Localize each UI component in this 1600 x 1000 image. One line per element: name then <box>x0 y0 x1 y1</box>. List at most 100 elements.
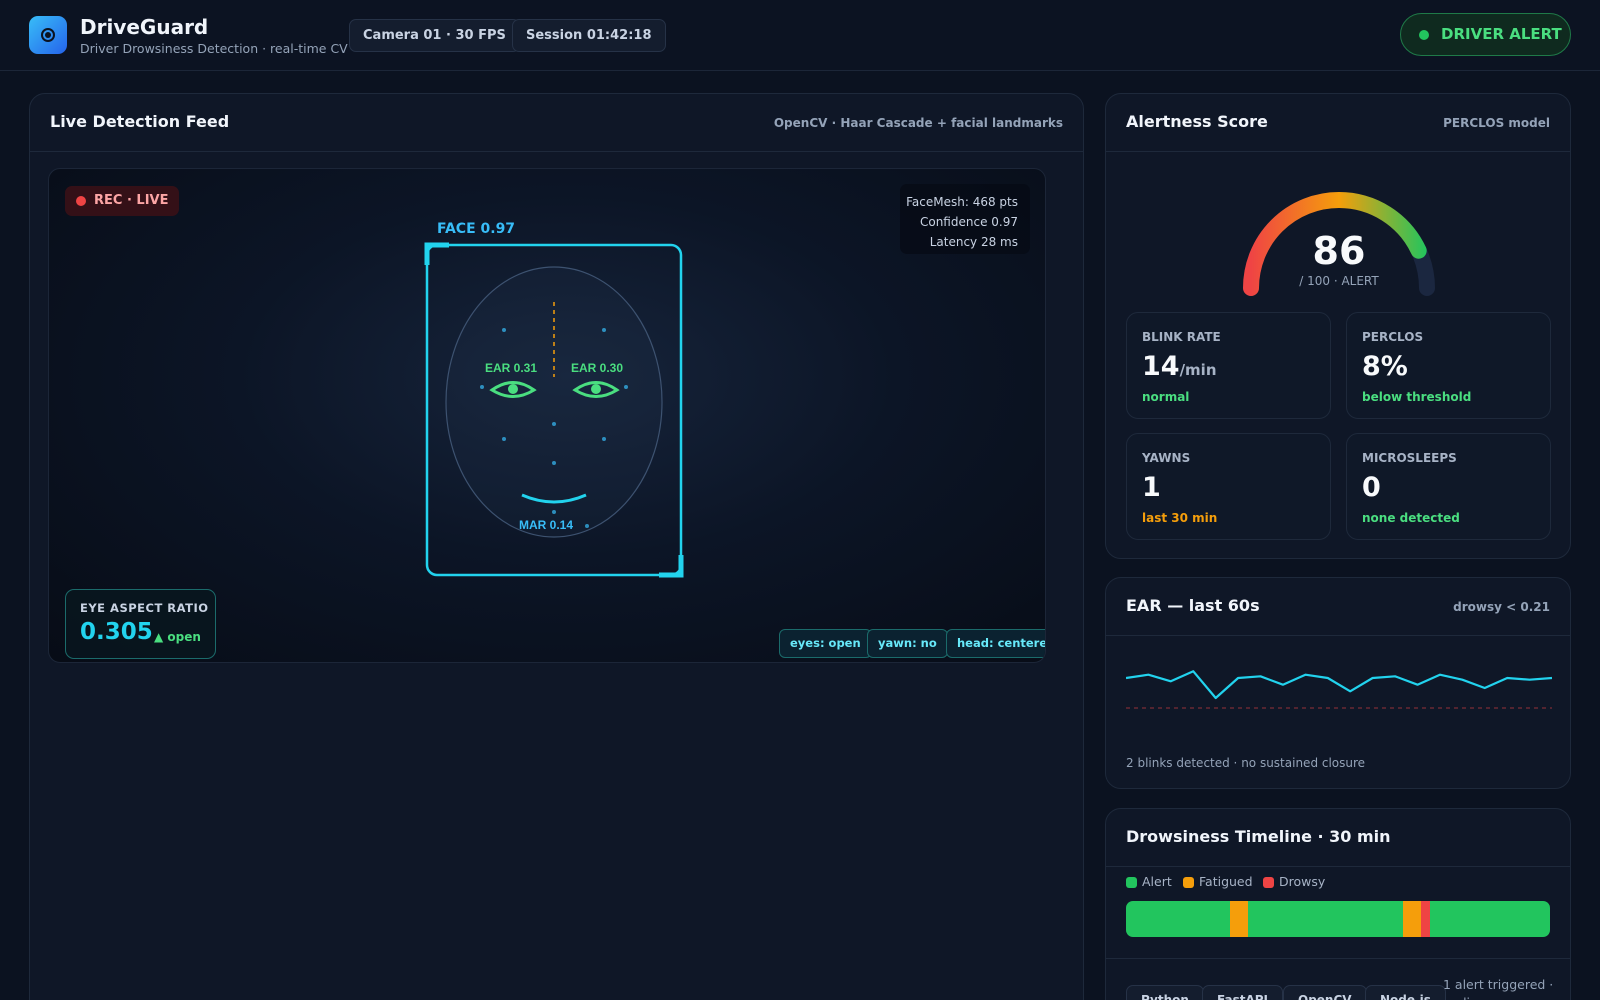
stat-card-perclos: PERCLOS 8% below threshold <box>1346 312 1551 419</box>
stat-number: 0 <box>1362 472 1381 503</box>
live-feed-panel: Live Detection Feed OpenCV · Haar Cascad… <box>29 93 1084 1000</box>
alertness-gauge <box>1243 192 1435 296</box>
face-mesh-outline <box>445 266 663 538</box>
alertness-meta: PERCLOS model <box>1443 116 1550 130</box>
ear-card-label: EYE ASPECT RATIO <box>80 601 209 615</box>
session-chip[interactable]: Session 01:42:18 <box>512 19 666 52</box>
app-header: DriveGuard Driver Drowsiness Detection ·… <box>0 0 1600 71</box>
timeline-alert-note: 1 alert triggered · audio <box>1443 977 1554 1000</box>
ear-chart-header: EAR — last 60s drowsy < 0.21 <box>1106 578 1570 636</box>
stat-value: 8% <box>1362 351 1408 382</box>
rec-live-badge: REC · LIVE <box>65 186 180 216</box>
timeline-panel: Drowsiness Timeline · 30 min Alert Fatig… <box>1105 808 1571 1000</box>
status-dot-icon <box>1419 30 1429 40</box>
facemesh-info: FaceMesh: 468 pts Confidence 0.97 Latenc… <box>900 184 1030 254</box>
tag-yawn[interactable]: yawn: no <box>867 629 948 658</box>
facemesh-latency: Latency 28 ms <box>929 235 1018 249</box>
stat-note: last 30 min <box>1142 511 1218 525</box>
stat-label: PERCLOS <box>1362 330 1424 344</box>
legend-swatch <box>1263 877 1274 888</box>
left-pupil <box>508 384 518 394</box>
stat-number: 1 <box>1142 472 1161 503</box>
face-bounding-box <box>425 243 683 577</box>
timeline-segment-fatigued[interactable] <box>1229 901 1248 937</box>
drowsiness-timeline-bar[interactable] <box>1126 901 1550 937</box>
tag-head[interactable]: head: centered <box>946 629 1045 658</box>
legend-label: Alert <box>1142 874 1172 889</box>
right-eye-ear-label: EAR 0.30 <box>571 361 623 375</box>
timeline-title: Drowsiness Timeline · 30 min <box>1126 827 1391 846</box>
legend-label: Drowsy <box>1279 874 1326 889</box>
legend-swatch <box>1183 877 1194 888</box>
bbox-corner-bottom-right <box>659 555 684 578</box>
eye-aspect-ratio-card: EYE ASPECT RATIO 0.305 ▲ open <box>65 589 216 659</box>
timeline-divider <box>1106 958 1570 959</box>
stat-card-yawns: YAWNS 1 last 30 min <box>1126 433 1331 540</box>
app-subtitle: Driver Drowsiness Detection · real-time … <box>80 41 348 56</box>
rec-live-label: REC · LIVE <box>94 193 169 208</box>
facemesh-confidence: Confidence 0.97 <box>919 215 1018 229</box>
feed-panel-header: Live Detection Feed OpenCV · Haar Cascad… <box>30 94 1083 152</box>
stat-number: 8% <box>1362 351 1408 382</box>
stat-label: MICROSLEEPS <box>1362 451 1457 465</box>
legend-fatigued: Fatigued <box>1183 874 1253 889</box>
mouth-mar-label: MAR 0.14 <box>519 518 573 532</box>
stat-note: none detected <box>1362 511 1460 525</box>
ear-chart-panel: EAR — last 60s drowsy < 0.21 2 blinks de… <box>1105 577 1571 789</box>
ear-card-trend: ▲ open <box>154 630 201 644</box>
ear-card-value: 0.305 <box>80 619 153 645</box>
legend-drowsy: Drowsy <box>1263 874 1325 889</box>
landmark-points <box>480 328 628 528</box>
timeline-segment-fatigued[interactable] <box>1402 901 1421 937</box>
ear-line-chart <box>1126 670 1552 709</box>
alertness-score-sub: / 100 · ALERT <box>1299 274 1379 288</box>
left-eye-ear-label: EAR 0.31 <box>485 361 537 375</box>
feed-title: Live Detection Feed <box>50 112 230 131</box>
tech-button-fastapi[interactable]: FastAPI <box>1202 985 1284 1000</box>
left-eye-icon <box>489 381 537 398</box>
mouth-icon <box>521 493 587 504</box>
driver-status-pill[interactable]: DRIVER ALERT <box>1400 13 1571 56</box>
timeline-segment-drowsy[interactable] <box>1420 901 1430 937</box>
app-title: DriveGuard <box>80 15 209 39</box>
camera-chip[interactable]: Camera 01 · 30 FPS <box>349 19 520 52</box>
face-detection-label: FACE 0.97 <box>437 221 516 237</box>
facemesh-points: FaceMesh: 468 pts <box>906 195 1018 209</box>
face-overlay: EAR 0.31 EAR 0.30 MAR 0.14 <box>424 242 684 578</box>
ear-series-line <box>1126 670 1552 700</box>
timeline-header: Drowsiness Timeline · 30 min <box>1106 809 1570 867</box>
legend-swatch <box>1126 877 1137 888</box>
camera-lens-icon <box>41 28 55 42</box>
stat-note: below threshold <box>1362 390 1472 404</box>
record-dot-icon <box>76 196 86 206</box>
stat-unit: /min <box>1179 361 1217 379</box>
alertness-panel-header: Alertness Score PERCLOS model <box>1106 94 1570 152</box>
right-eye-icon <box>572 381 620 398</box>
stat-value: 14/min <box>1142 351 1217 382</box>
gauge-fill <box>1243 192 1435 296</box>
tag-eyes[interactable]: eyes: open <box>779 629 872 658</box>
feed-meta: OpenCV · Haar Cascade + facial landmarks <box>773 116 1063 130</box>
right-pupil <box>591 384 601 394</box>
stat-number: 14 <box>1142 351 1180 382</box>
stat-value: 0 <box>1362 472 1381 503</box>
alertness-score-value: 86 <box>1312 229 1366 273</box>
stat-label: YAWNS <box>1142 451 1191 465</box>
tech-button-python[interactable]: Python <box>1126 985 1204 1000</box>
bbox-corner-top-left <box>424 242 449 265</box>
stat-card-microsleeps: MICROSLEEPS 0 none detected <box>1346 433 1551 540</box>
ear-chart-meta: drowsy < 0.21 <box>1453 600 1550 614</box>
stat-note: normal <box>1142 390 1190 404</box>
ear-chart-footer: 2 blinks detected · no sustained closure <box>1126 756 1366 770</box>
stat-value: 1 <box>1142 472 1161 503</box>
ear-chart-title: EAR — last 60s <box>1126 596 1260 615</box>
legend-alert: Alert <box>1126 874 1172 889</box>
alertness-panel: Alertness Score PERCLOS model 86 / 100 ·… <box>1105 93 1571 559</box>
stat-card-blink-rate: BLINK RATE 14/min normal <box>1126 312 1331 419</box>
tech-button-nodejs[interactable]: Node.js <box>1365 985 1446 1000</box>
alertness-title: Alertness Score <box>1126 112 1268 131</box>
tech-button-opencv[interactable]: OpenCV <box>1283 985 1367 1000</box>
legend-label: Fatigued <box>1199 874 1253 889</box>
stat-label: BLINK RATE <box>1142 330 1221 344</box>
camera-video-feed[interactable]: REC · LIVE FaceMesh: 468 pts Confidence … <box>48 168 1046 663</box>
